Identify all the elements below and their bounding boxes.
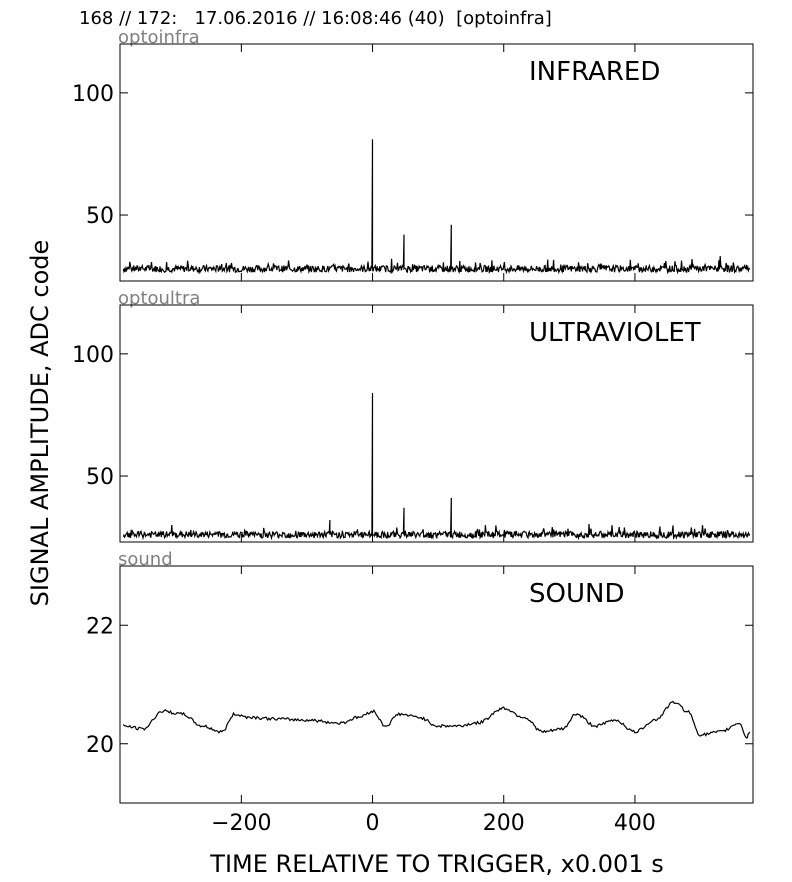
y-axis-label: SIGNAL AMPLITUDE, ADC code	[26, 240, 54, 607]
y-tick-label: 50	[86, 465, 114, 490]
plot-frame	[119, 304, 754, 543]
x-axis-label: TIME RELATIVE TO TRIGGER, x0.001 s	[209, 850, 663, 878]
y-tick-label: 22	[86, 614, 114, 639]
panel-tag: sound	[118, 549, 173, 570]
x-tick-label: 0	[366, 811, 380, 836]
y-tick-label: 100	[72, 343, 114, 368]
y-tick-label: 100	[72, 82, 114, 107]
figure-header: 168 // 172: 17.06.2016 // 16:08:46 (40) …	[79, 8, 552, 29]
x-tick-label: 400	[614, 811, 656, 836]
panel-title: SOUND	[529, 579, 624, 609]
series-line	[122, 139, 751, 275]
panel-title: INFRARED	[529, 57, 660, 87]
x-tick-label: −200	[211, 811, 271, 836]
plot-frame	[119, 565, 754, 804]
y-tick-label: 50	[86, 204, 114, 229]
panel-title: ULTRAVIOLET	[529, 318, 701, 348]
x-tick-label: 200	[483, 811, 525, 836]
y-tick-label: 20	[86, 733, 114, 758]
series-line	[122, 392, 751, 541]
series-line	[122, 700, 751, 739]
panel-tag: optoultra	[118, 288, 200, 309]
plot-frame	[119, 43, 754, 282]
panel-tag: optoinfra	[118, 27, 200, 48]
